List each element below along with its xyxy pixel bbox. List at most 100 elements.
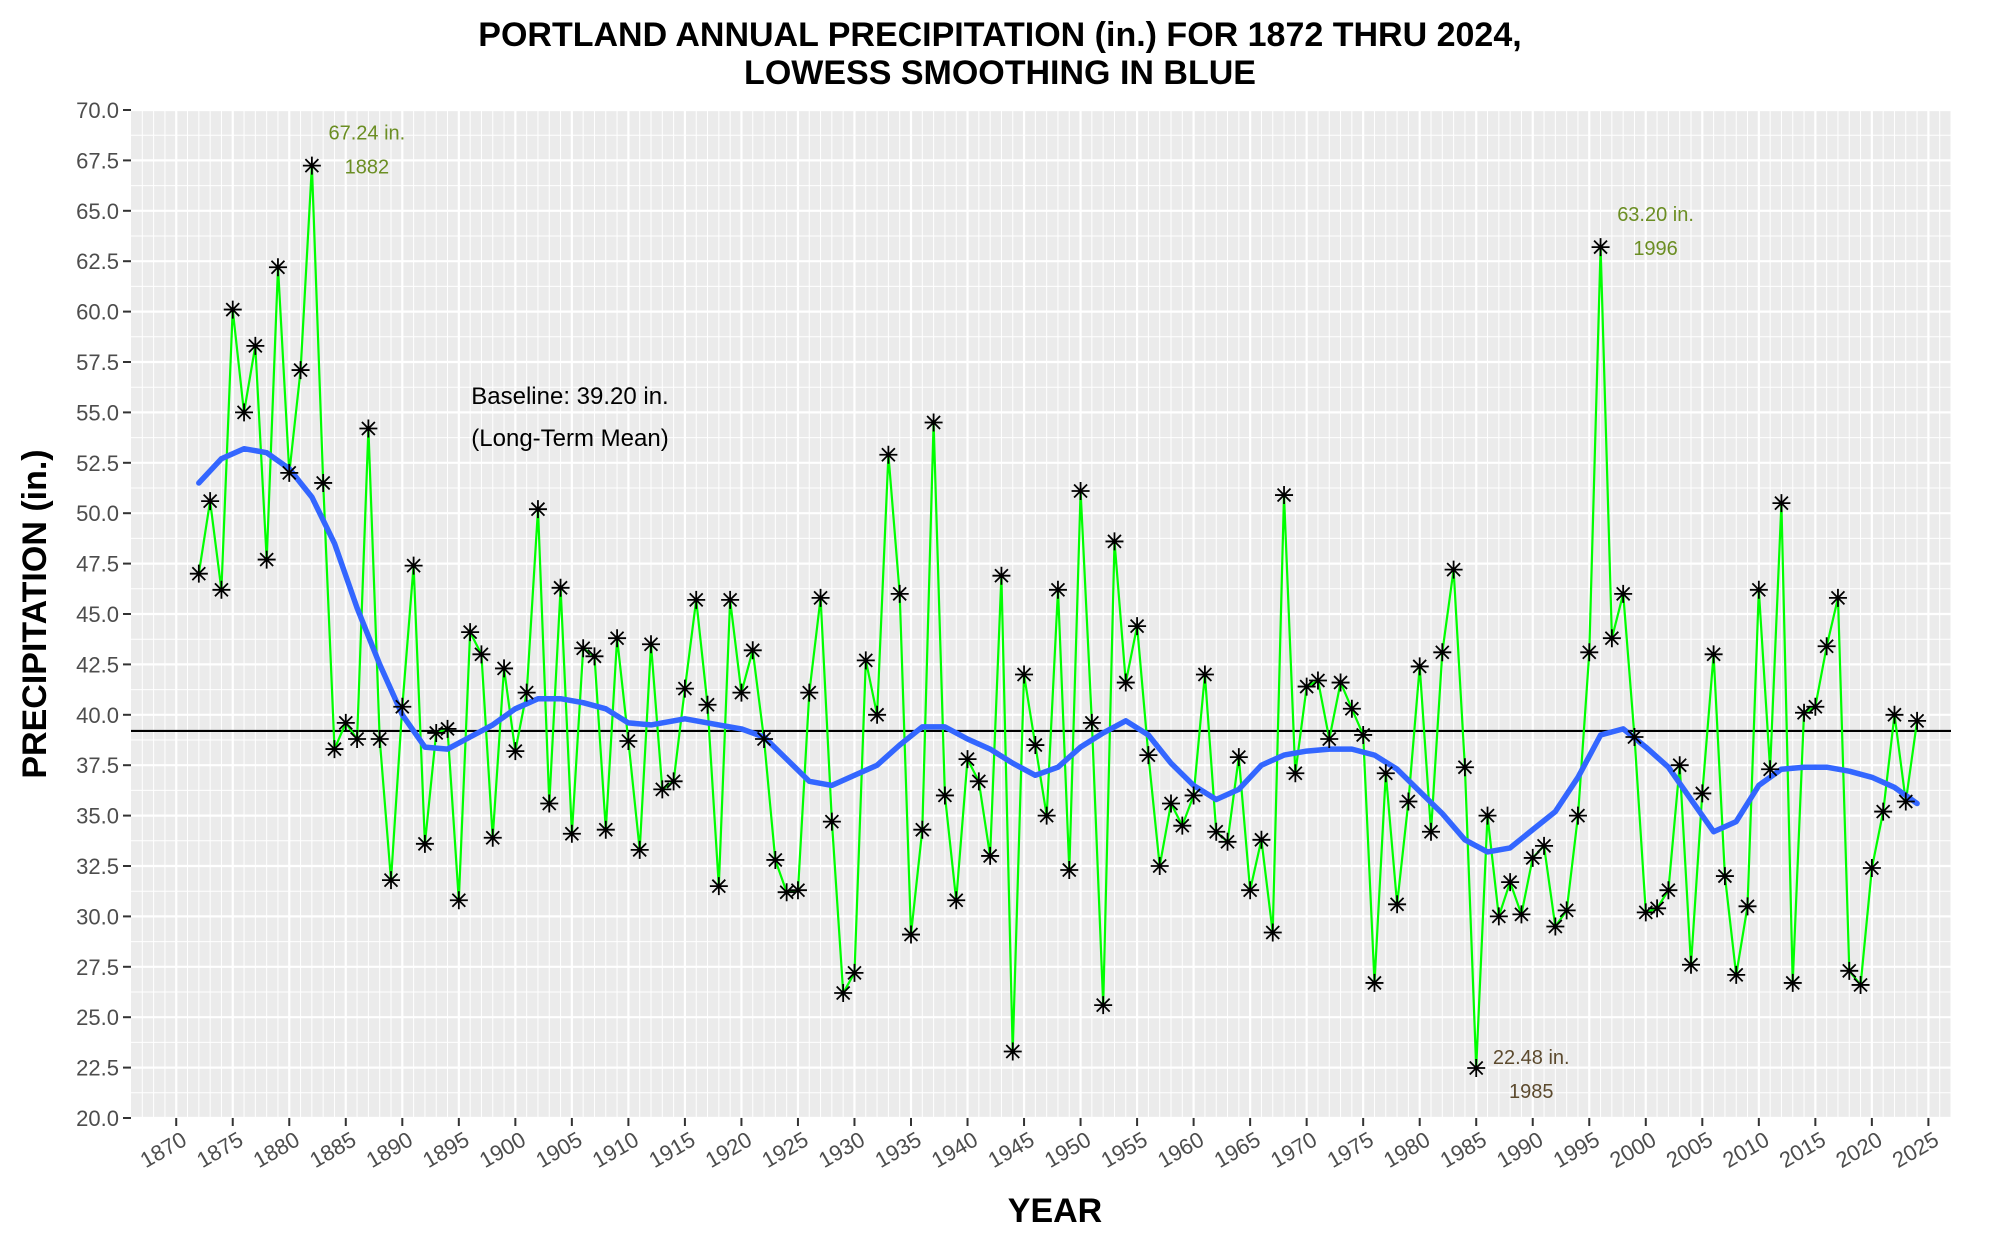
data-point-marker [1241,881,1260,900]
data-point-marker [1365,973,1384,992]
data-point-marker [291,361,310,380]
data-point-marker [811,588,830,607]
y-tick-label: 60.0 [76,300,119,325]
data-point-marker [585,647,604,666]
data-point-marker [947,891,966,910]
y-axis-tick-labels: 20.0 22.5 25.0 27.5 30.0 32.5 35.0 37.5 40.0 42.5… [76,98,119,1131]
data-point-marker [314,473,333,492]
data-point-marker [393,697,412,716]
x-tick-label: 1925 [758,1127,813,1173]
data-point-marker [1896,792,1915,811]
data-point-marker [1761,760,1780,779]
y-tick-label: 32.5 [76,854,119,879]
chart-title-line-1: PORTLAND ANNUAL PRECIPITATION (in.) FOR … [478,16,1521,54]
data-point-marker [1862,859,1881,878]
data-point-marker [1727,965,1746,984]
data-point-marker [1150,857,1169,875]
y-tick-label: 62.5 [76,249,119,274]
data-point-marker [675,679,694,698]
data-point-marker [1749,580,1768,599]
data-point-marker [596,820,615,839]
annotation-year: 1882 [345,157,390,179]
chart-title-line-2: LOWESS SMOOTHING IN BLUE [744,54,1256,92]
data-point-marker [472,645,491,664]
x-tick-label: 1970 [1266,1127,1321,1173]
data-point-marker [1003,1042,1022,1061]
data-point-marker [1715,867,1734,886]
data-point-marker [1207,822,1226,841]
data-point-marker [246,336,265,355]
data-point-marker [1195,665,1214,684]
data-point-marker [1625,727,1644,746]
data-point-marker [427,723,446,742]
data-point-marker [1184,786,1203,805]
data-point-marker [1704,645,1723,664]
data-point-marker [642,635,660,654]
x-tick-label: 1900 [475,1127,530,1173]
data-point-marker [721,590,740,609]
data-point-marker [1568,806,1587,825]
data-point-marker [528,500,547,519]
data-point-marker [856,651,875,670]
data-point-marker [1308,671,1327,690]
data-point-marker [1580,643,1599,662]
data-point-marker [1410,657,1429,676]
data-point-marker [958,750,977,769]
data-point-marker [698,695,717,714]
data-point-marker [630,840,649,859]
data-point-marker [822,812,841,831]
data-point-marker [1275,486,1294,505]
data-point-marker [461,623,480,642]
data-point-marker [868,705,887,724]
data-point-marker [1851,975,1870,994]
data-point-marker [1523,848,1542,867]
data-point-marker [348,729,367,748]
data-point-marker [935,786,954,805]
data-point-marker [755,729,774,748]
data-point-marker [574,639,593,658]
data-point-marker [732,683,751,702]
data-point-marker [1388,895,1407,914]
annotation-year: 1985 [1509,1081,1554,1103]
x-tick-label: 1880 [249,1127,304,1173]
data-point-marker [1489,907,1508,926]
data-point-marker [257,550,276,569]
y-tick-label: 67.5 [76,148,119,173]
y-tick-label: 45.0 [76,602,119,627]
data-point-marker [1399,792,1418,811]
x-tick-label: 1910 [588,1127,643,1173]
data-point-marker [449,891,468,910]
data-point-marker [879,445,898,464]
baseline-label-line-2: (Long-Term Mean) [471,425,668,452]
data-point-marker [370,729,389,748]
data-point-marker [992,566,1011,585]
grid-major [131,108,1951,1120]
data-point-marker [788,881,807,900]
data-point-marker [1297,677,1316,696]
data-point-marker [1795,703,1814,722]
data-point-marker [743,641,762,660]
x-tick-label: 2015 [1775,1127,1830,1173]
y-tick-label: 22.5 [76,1056,119,1081]
data-point-marker [1229,748,1248,767]
data-point-marker [766,850,785,869]
data-point-markers [189,156,1927,1077]
data-point-marker [189,564,208,583]
y-tick-label: 30.0 [76,904,119,929]
data-point-marker [1422,822,1440,841]
data-point-marker [1501,873,1520,892]
data-point-marker [268,258,287,277]
extreme-annotations: 67.24 in. 1882 63.20 in. 1996 22.48 in. 1985 [329,123,1694,1103]
data-point-marker [212,580,231,599]
data-point-marker [1738,897,1757,916]
x-tick-label: 1965 [1210,1127,1265,1173]
x-tick-label: 1905 [531,1127,586,1173]
data-point-marker [1455,758,1474,777]
x-tick-label: 1985 [1436,1127,1491,1173]
data-point-marker [1478,806,1497,825]
data-point-marker [709,877,728,896]
data-point-marker [201,492,220,511]
data-point-marker [1354,725,1373,744]
